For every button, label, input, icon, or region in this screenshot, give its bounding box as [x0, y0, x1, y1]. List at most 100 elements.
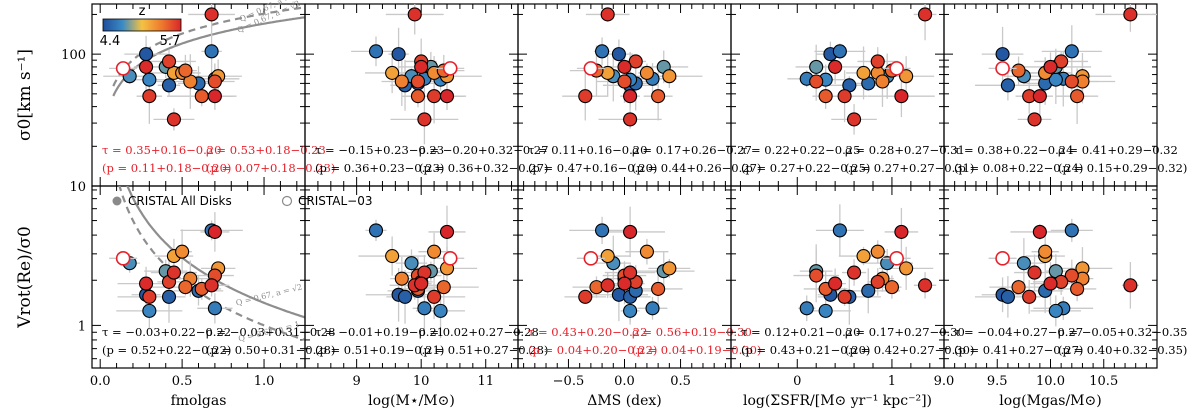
galaxy-point — [436, 280, 451, 295]
galaxy-point — [1011, 63, 1026, 78]
stat-p-tau: (p = 0.41+0.27−0.27) — [954, 343, 1083, 357]
galaxy-point — [1064, 268, 1079, 283]
stat-tau: τ = 0.43+0.20−0.22 — [528, 325, 647, 339]
galaxy-point — [1064, 223, 1079, 238]
cristal03-point — [115, 251, 131, 266]
galaxy-point — [368, 223, 384, 238]
galaxy-point — [207, 301, 222, 316]
galaxy-point — [918, 278, 933, 293]
galaxy-point — [1032, 89, 1047, 104]
galaxy-point — [178, 280, 193, 295]
galaxy-point — [207, 74, 222, 89]
galaxy-point — [617, 74, 632, 89]
galaxy-point — [1027, 112, 1042, 127]
galaxy-point — [611, 47, 626, 62]
stat-p-rho: (p = 0.40+0.32−0.35) — [1058, 343, 1187, 357]
galaxy-point — [832, 223, 847, 238]
galaxy-point — [639, 65, 654, 80]
galaxy-point — [1064, 44, 1079, 59]
galaxy-point — [161, 78, 177, 93]
galaxy-point — [139, 47, 154, 62]
galaxy-point — [414, 276, 429, 291]
x-axis-label: fmolgas — [171, 393, 227, 409]
galaxy-point — [394, 271, 409, 286]
stat-p-tau: (p = 0.04+0.20−0.22) — [528, 343, 657, 357]
galaxy-point — [1043, 59, 1058, 74]
stat-p-rho: (p = 0.44+0.26−0.27) — [632, 161, 761, 175]
galaxy-point — [875, 74, 890, 89]
galaxy-point — [1070, 281, 1085, 297]
galaxy-point — [417, 112, 432, 127]
stat-p-rho: (p = 0.07+0.18−0.23) — [206, 161, 335, 175]
galaxy-point — [207, 224, 222, 239]
legend-label-all-disks: CRISTAL All Disks — [128, 194, 232, 208]
stat-p-rho: (p = 0.04+0.19−0.30) — [632, 343, 761, 357]
panel-vsig-sfr: 0 1 log(ΣSFR/[M⊙ yr⁻¹ kpc⁻²]) τ = 0.12+0.21… — [730, 185, 974, 409]
stat-tau: τ = 0.22+0.22−0.25 — [741, 143, 860, 157]
galaxy-point — [439, 224, 455, 239]
stat-p-rho: (p = 0.36+0.32−0.27) — [419, 161, 548, 175]
galaxy-point — [427, 289, 442, 304]
stat-rho: ρ = 0.56+0.19−0.30 — [632, 325, 752, 339]
y-tick-label: 100 — [61, 48, 86, 63]
galaxy-point — [809, 268, 824, 283]
galaxy-point — [837, 289, 852, 304]
galaxy-point — [433, 303, 448, 318]
colorbar: z 4.4 5.7 — [100, 4, 182, 49]
galaxy-point — [1123, 278, 1138, 293]
x-tick-label: 0.0 — [614, 374, 635, 389]
galaxy-point — [662, 261, 677, 276]
x-tick-label: −0.5 — [553, 374, 585, 389]
stat-rho: ρ = −0.20+0.32−0.27 — [419, 143, 548, 157]
galaxy-point — [847, 112, 862, 127]
galaxy-point — [204, 278, 219, 293]
galaxy-point — [870, 54, 885, 69]
colorbar-min-label: 4.4 — [100, 34, 121, 49]
x-tick-label: 0.5 — [172, 374, 193, 389]
cristal03-point — [889, 251, 904, 266]
galaxy-point — [410, 89, 426, 104]
galaxy-point — [391, 47, 406, 62]
y-tick-label: 10 — [69, 180, 86, 195]
galaxy-point — [623, 112, 638, 127]
galaxy-point — [623, 303, 638, 318]
stat-tau: τ = −0.03+0.22−0.22 — [102, 325, 231, 339]
galaxy-point — [870, 244, 885, 259]
panel-sigma-dms: τ = 0.11+0.16−0.20ρ = 0.17+0.26−0.27 (p =… — [517, 3, 761, 187]
galaxy-point — [828, 59, 843, 74]
galaxy-point — [639, 244, 654, 259]
stat-p-tau: (p = 0.36+0.23−0.23) — [315, 161, 444, 175]
panel-vsig-mgas: 9.5 10.0 10.5 log(Mgas/M⊙) τ = −0.04+0.27−0.… — [943, 185, 1187, 409]
galaxy-point — [623, 89, 638, 104]
galaxy-point — [799, 301, 814, 316]
galaxy-point — [385, 248, 400, 264]
galaxy-point — [856, 248, 871, 264]
model-curve — [118, 186, 305, 342]
galaxy-point — [407, 7, 422, 22]
legend-marker-filled — [112, 196, 122, 206]
galaxy-point — [1123, 7, 1138, 22]
legend: CRISTAL All Disks CRISTAL−03 — [112, 194, 373, 208]
y-tick-label: 1 — [78, 319, 86, 334]
data-group — [793, 204, 937, 325]
data-group — [787, 4, 937, 135]
stat-rho: ρ = −0.05+0.32−0.35 — [1058, 325, 1187, 339]
x-axis-label: ΔMS (dex) — [587, 393, 662, 409]
cristal03-point — [115, 61, 131, 76]
stat-p-tau: (p = 0.11+0.18−0.20) — [102, 161, 231, 175]
galaxy-point — [194, 89, 209, 104]
galaxy-point — [417, 301, 432, 316]
x-tick-label: 0.5 — [670, 374, 691, 389]
data-group — [103, 4, 305, 131]
y-axis-label: σ0[km s⁻¹] — [15, 49, 35, 141]
stat-rho: ρ = 0.02+0.27−0.28 — [419, 325, 539, 339]
stat-p-tau: (p = 0.52+0.22−0.22) — [102, 343, 231, 357]
galaxy-point — [809, 74, 824, 89]
x-tick-label: 1.0 — [254, 374, 275, 389]
galaxy-point — [1048, 303, 1063, 318]
stat-p-tau: (p = 0.27+0.22−0.25) — [741, 161, 870, 175]
panel-sigma-sfr: τ = 0.22+0.22−0.25ρ = 0.28+0.27−0.31 (p =… — [730, 3, 974, 187]
data-group — [975, 4, 1157, 127]
